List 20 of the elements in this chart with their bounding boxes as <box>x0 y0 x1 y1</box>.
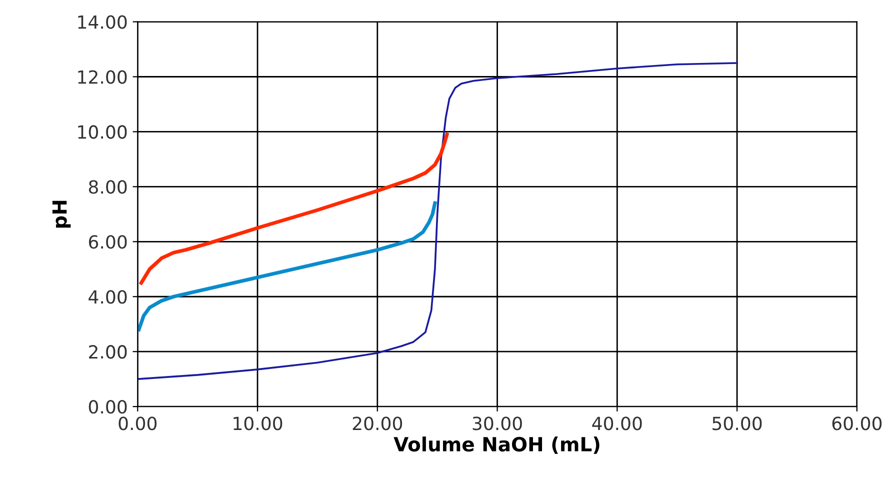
x-tick-label: 10.00 <box>234 416 282 430</box>
x-tick-label: 50.00 <box>712 416 762 430</box>
line-series <box>138 201 437 332</box>
y-tick-label: 8.00 <box>88 180 127 194</box>
x-tick-label: 20.00 <box>352 416 402 430</box>
y-tick-label: 0.00 <box>88 400 127 414</box>
y-tick-label: 2.00 <box>89 345 127 359</box>
y-tick-label: 12.00 <box>78 70 127 84</box>
line-series <box>139 132 449 285</box>
line-series <box>138 62 738 380</box>
x-tick-label: 60.00 <box>832 416 882 430</box>
y-tick-label: 14.00 <box>78 15 127 29</box>
x-tick-label: 40.00 <box>592 416 642 430</box>
x-axis-title: Volume NaOH (mL) <box>394 436 600 454</box>
y-axis-title: pH <box>52 200 71 228</box>
x-tick-label: 30.00 <box>472 416 522 430</box>
y-tick-label: 10.00 <box>78 125 127 139</box>
y-tick-label: 4.00 <box>88 290 127 304</box>
y-tick-label: 6.00 <box>88 235 127 249</box>
x-tick-label: 0.00 <box>118 416 157 430</box>
